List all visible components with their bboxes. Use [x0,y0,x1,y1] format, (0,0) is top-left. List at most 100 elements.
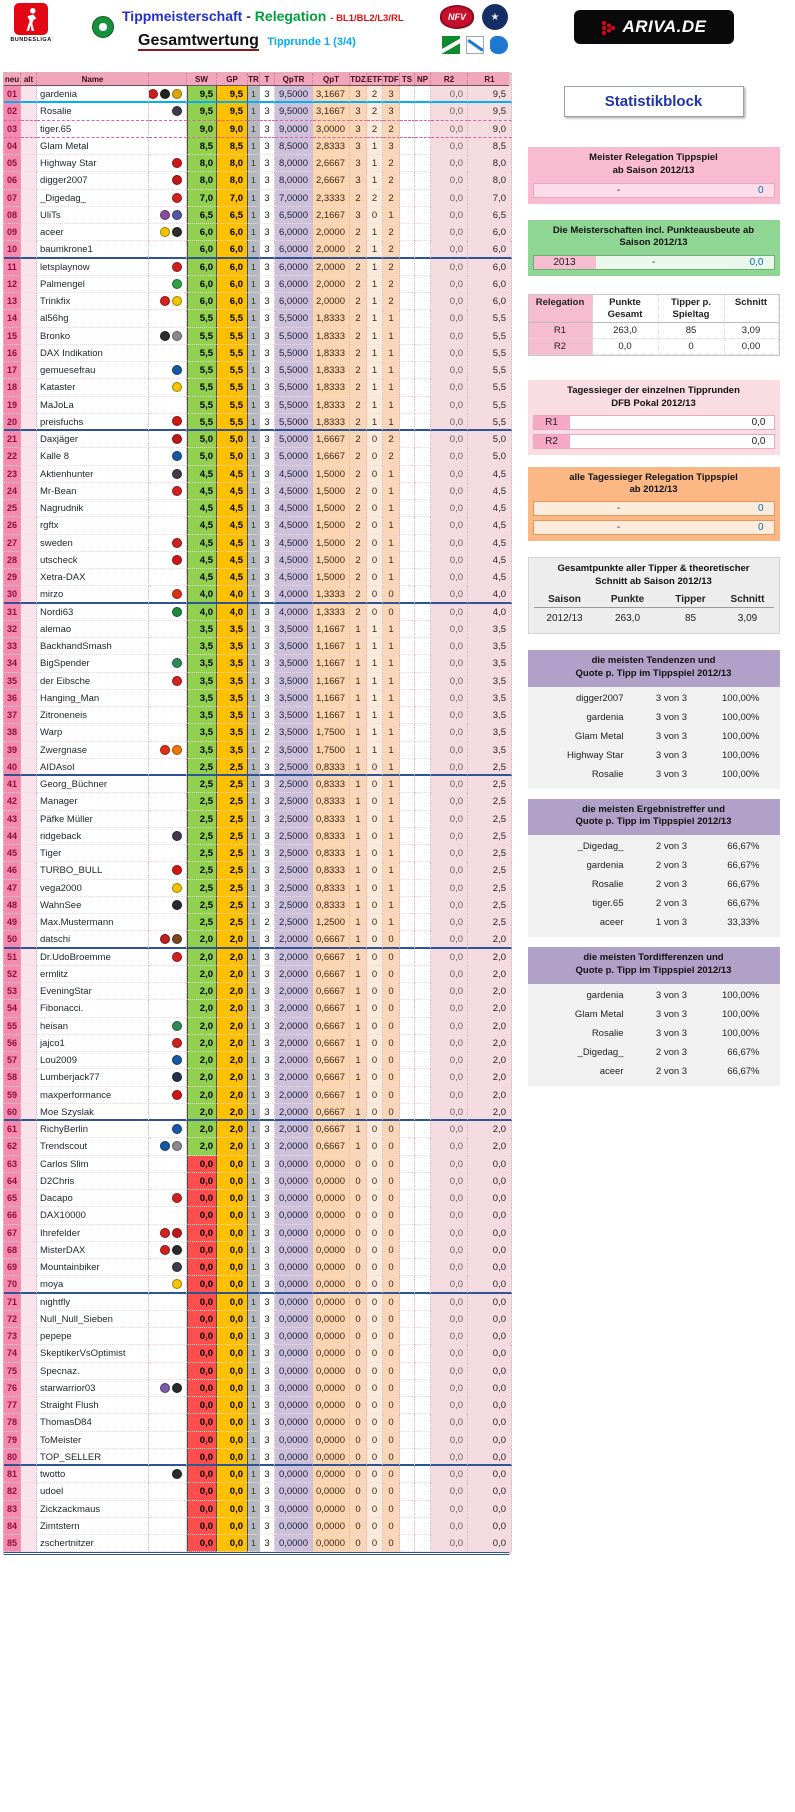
ats-dash-2: - [616,522,621,534]
table-body: 01 gardenia 9,5 9,5 1 3 9,5000 3,1667 3 2 3 0,0 9,5 0… [4,86,512,1556]
player-row: 08 UliTs 6,5 6,5 1 3 6,5000 2,1667 3 0 1 0,0 6,5 [4,206,512,224]
cell-rank: 47 [4,879,21,897]
player-row: 33 BackhandSmash 3,5 3,5 1 3 3,5000 1,1667 1 1 1 0,… [4,638,512,656]
cell-name: Aktienhunter [37,465,149,483]
cell-qpt: 0,6667 [313,965,350,983]
cell-np [415,1103,431,1121]
club-badge-icon [172,175,182,186]
club-badge-icon [172,88,182,99]
cell-badges [149,655,187,673]
cell-sw: 2,0 [187,965,217,983]
cell-badges [149,137,187,155]
cell-sw: 3,5 [187,655,217,673]
column-header-r2: R2 [431,73,468,85]
cell-name: Georg_Büchner [37,776,149,794]
cell-tdf: 1 [383,689,400,707]
cell-etf: 0 [367,448,383,466]
title-line-2: Gesamtwertung Tipprunde 1 (3/4) [122,32,422,51]
cell-t: 3 [260,293,275,311]
cell-tdf: 2 [383,448,400,466]
cell-rank: 43 [4,810,21,828]
cell-badges [149,1328,187,1346]
cell-alt [21,586,37,604]
cell-badges [149,586,187,604]
club-badge-icon [172,1227,182,1238]
cell-alt [21,172,37,190]
cell-etf: 0 [367,534,383,552]
cell-badges [149,1483,187,1501]
cell-np [415,517,431,535]
cell-tr: 1 [248,914,260,932]
cell-rank: 76 [4,1379,21,1397]
cell-etf: 0 [367,914,383,932]
cell-etf: 0 [367,965,383,983]
cell-r2: 0,0 [431,379,468,397]
cell-tr: 1 [248,758,260,776]
cell-qpt: 1,1667 [313,689,350,707]
cell-gp: 0,0 [217,1448,248,1466]
gp-punkte: 263,0 [614,612,641,624]
cell-r1: 2,0 [468,1000,512,1018]
player-row: 34 BigSpender 3,5 3,5 1 3 3,5000 1,1667 1 1 1 0,0 3,… [4,655,512,673]
cell-qpt: 1,1667 [313,707,350,725]
cell-name: vega2000 [37,879,149,897]
cell-tdz: 0 [350,1362,367,1380]
cell-sw: 6,0 [187,224,217,242]
cell-gp: 2,0 [217,983,248,1001]
cell-r2: 0,0 [431,258,468,276]
cell-name: Dr.UdoBroemme [37,948,149,966]
cell-etf: 0 [367,431,383,449]
cell-rank: 05 [4,155,21,173]
cell-name: Mountainbiker [37,1259,149,1277]
player-row: 22 Kalle 8 5,0 5,0 1 3 5,0000 1,6667 2 0 2 0,0 5,0 [4,448,512,466]
cell-t: 3 [260,1362,275,1380]
player-row: 68 MisterDAX 0,0 0,0 1 3 0,0000 0,0000 0 0 0 0,0 0,0 [4,1241,512,1259]
cell-alt [21,1535,37,1553]
cell-r2: 0,0 [431,155,468,173]
cell-tr: 1 [248,137,260,155]
cell-np [415,1155,431,1173]
club-badge-icon [160,1244,170,1255]
cell-qpt: 0,6667 [313,1121,350,1139]
nfv-label: NFV [448,12,466,22]
cell-np [415,983,431,1001]
cell-etf: 1 [367,137,383,155]
cell-badges [149,793,187,811]
cell-sw: 0,0 [187,1414,217,1432]
cell-alt [21,776,37,794]
cell-r1: 0,0 [468,1414,512,1432]
column-header-etf: ETF [367,73,383,85]
club-badge-icon [160,209,170,220]
cell-badges [149,1448,187,1466]
cell-qpt: 1,8333 [313,379,350,397]
cell-badges [149,1121,187,1139]
cell-r1: 3,5 [468,655,512,673]
cell-rank: 16 [4,344,21,362]
cell-tdf: 0 [383,1224,400,1242]
cell-badges [149,258,187,276]
tendenzen-box: die meisten Tendenzen und Quote p. Tipp … [527,649,780,789]
club-badge-icon [172,1141,182,1152]
cell-qptr: 0,0000 [275,1414,313,1432]
cell-r2: 0,0 [431,1466,468,1484]
cell-tdf: 2 [383,258,400,276]
cell-name: Daxjäger [37,431,149,449]
ats-value-2: 0 [757,522,764,534]
cell-alt [21,1466,37,1484]
cell-ts [400,1172,415,1190]
leader-row: Glam Metal 3 von 3 100,00% [528,1006,780,1025]
cell-tr: 1 [248,1052,260,1070]
cell-name: Zimtstern [37,1517,149,1535]
cell-etf: 1 [367,258,383,276]
cell-t: 3 [260,758,275,776]
column-header-neu: neu [4,73,21,85]
r2-schnitt: 0,00 [724,339,779,356]
cell-tdz: 1 [350,1052,367,1070]
player-row: 82 udoel 0,0 0,0 1 3 0,0000 0,0000 0 0 0 0,0 0,0 [4,1483,512,1501]
player-row: 03 tiger.65 9,0 9,0 1 3 9,0000 3,0000 3 2 2 0,0 9,0 [4,120,512,138]
cell-tdz: 2 [350,500,367,518]
cell-r2: 0,0 [431,310,468,328]
cell-rank: 60 [4,1103,21,1121]
player-row: 19 MaJoLa 5,5 5,5 1 3 5,5000 1,8333 2 1 1 0,0 5,5 [4,396,512,414]
cell-tr: 1 [248,965,260,983]
